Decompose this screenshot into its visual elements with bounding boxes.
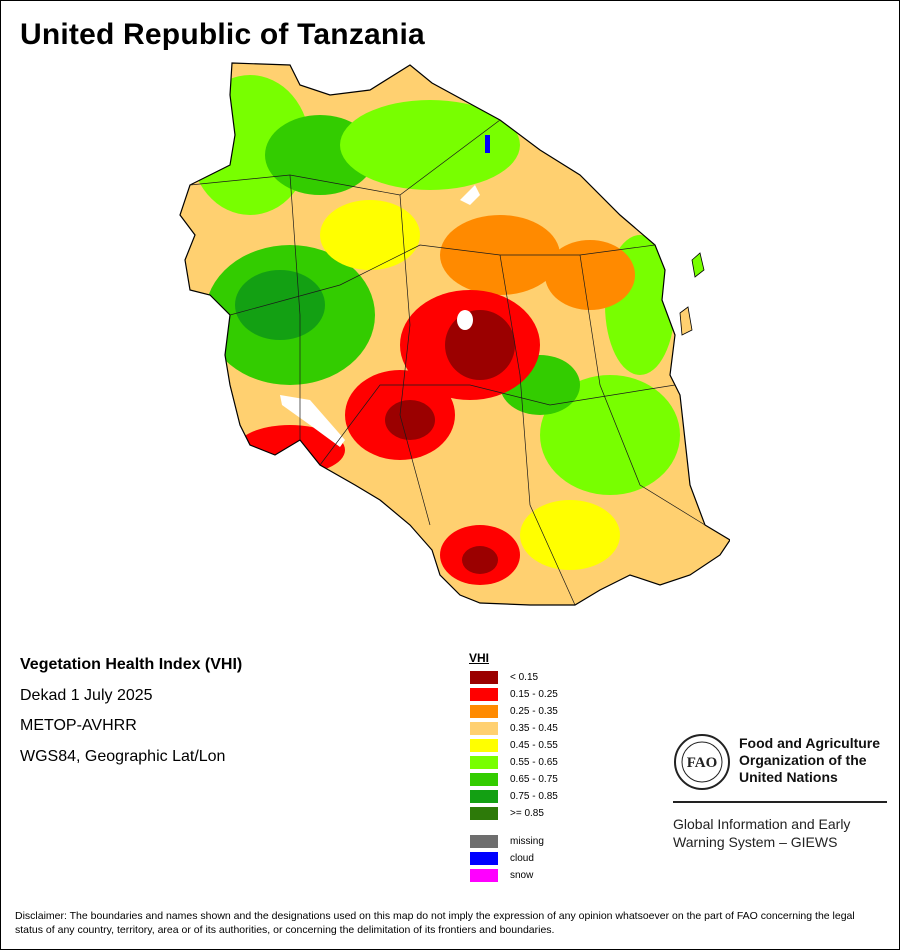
fao-logo-icon: FAO <box>674 734 730 790</box>
legend-label: 0.15 - 0.25 <box>510 689 558 700</box>
map-title: United Republic of Tanzania <box>20 18 425 51</box>
legend-label: missing <box>510 836 544 847</box>
legend-label: 0.25 - 0.35 <box>510 706 558 717</box>
legend-swatch <box>470 722 498 735</box>
vhi-zone-north <box>340 100 520 190</box>
legend-swatch <box>470 869 498 882</box>
legend-swatch <box>470 807 498 820</box>
legend-item: 0.15 - 0.25 <box>470 688 558 701</box>
legend-label: 0.65 - 0.75 <box>510 774 558 785</box>
legend-item-cloud: cloud <box>470 852 534 865</box>
legend-label: < 0.15 <box>510 672 539 683</box>
admin-boundaries <box>189 119 706 606</box>
legend-label: snow <box>510 870 534 881</box>
legend-item: 0.55 - 0.65 <box>470 756 558 769</box>
fao-name-line: Food and Agriculture <box>739 735 881 751</box>
legend-label: >= 0.85 <box>510 808 544 819</box>
legend-swatch <box>470 705 498 718</box>
legend-item: 0.35 - 0.45 <box>470 722 558 735</box>
lake-central <box>457 310 473 330</box>
vhi-zone-southeast <box>540 375 680 495</box>
legend-item: 0.75 - 0.85 <box>470 790 558 803</box>
vhi-zone-west-core <box>235 270 325 340</box>
legend-item: < 0.15 <box>470 671 538 684</box>
legend-item-snow: snow <box>470 869 533 882</box>
legend-item: 0.45 - 0.55 <box>470 739 558 752</box>
legend-swatch <box>470 773 498 786</box>
cloud-patch-north <box>485 135 490 153</box>
product-name: Vegetation Health Index (VHI) <box>20 656 243 673</box>
legend-label: 0.75 - 0.85 <box>510 791 558 802</box>
vhi-zone-south-core <box>462 546 498 574</box>
vhi-map <box>179 62 730 606</box>
lake-tanganyika <box>280 395 345 447</box>
legend-label: 0.35 - 0.45 <box>510 723 558 734</box>
legend-swatch <box>470 671 498 684</box>
giews-line: Warning System – GIEWS <box>673 834 838 850</box>
vhi-zone-central-core <box>445 310 515 380</box>
disclaimer: Disclaimer: The boundaries and names sho… <box>15 910 855 936</box>
legend-swatch <box>470 835 498 848</box>
legend-item: 0.25 - 0.35 <box>470 705 558 718</box>
legend-swatch <box>470 790 498 803</box>
legend-item-missing: missing <box>470 835 544 848</box>
legend-swatch <box>470 739 498 752</box>
vhi-zone-south-central-core <box>385 400 435 440</box>
legend-label: 0.45 - 0.55 <box>510 740 558 751</box>
zanzibar-island <box>679 306 693 336</box>
giews-name: Global Information and Early Warning Sys… <box>673 815 850 851</box>
projection-label: WGS84, Geographic Lat/Lon <box>20 748 226 765</box>
fao-name: Food and Agriculture Organization of the… <box>739 735 880 786</box>
legend-item: 0.65 - 0.75 <box>470 773 558 786</box>
vhi-zone-southeast-yellow <box>520 500 620 570</box>
fao-name-line: Organization of the <box>739 752 867 768</box>
legend-swatch <box>470 852 498 865</box>
giews-line: Global Information and Early <box>673 816 851 832</box>
legend-title: VHI <box>469 651 490 665</box>
fao-name-line: United Nations <box>739 769 838 785</box>
vhi-zone-lake-zone <box>320 200 420 270</box>
fao-logo-text: FAO <box>687 755 718 771</box>
legend-swatch <box>470 688 498 701</box>
legend-label: cloud <box>510 853 534 864</box>
legend-label: 0.55 - 0.65 <box>510 757 558 768</box>
legend-swatch <box>470 756 498 769</box>
period-label: Dekad 1 July 2025 <box>20 687 153 704</box>
legend-item: >= 0.85 <box>470 807 544 820</box>
lake-eyasi <box>460 185 480 205</box>
sensor-label: METOP-AVHRR <box>20 717 137 734</box>
vhi-zone-northeast <box>545 240 635 310</box>
pemba-island <box>691 252 705 278</box>
divider <box>673 801 887 803</box>
